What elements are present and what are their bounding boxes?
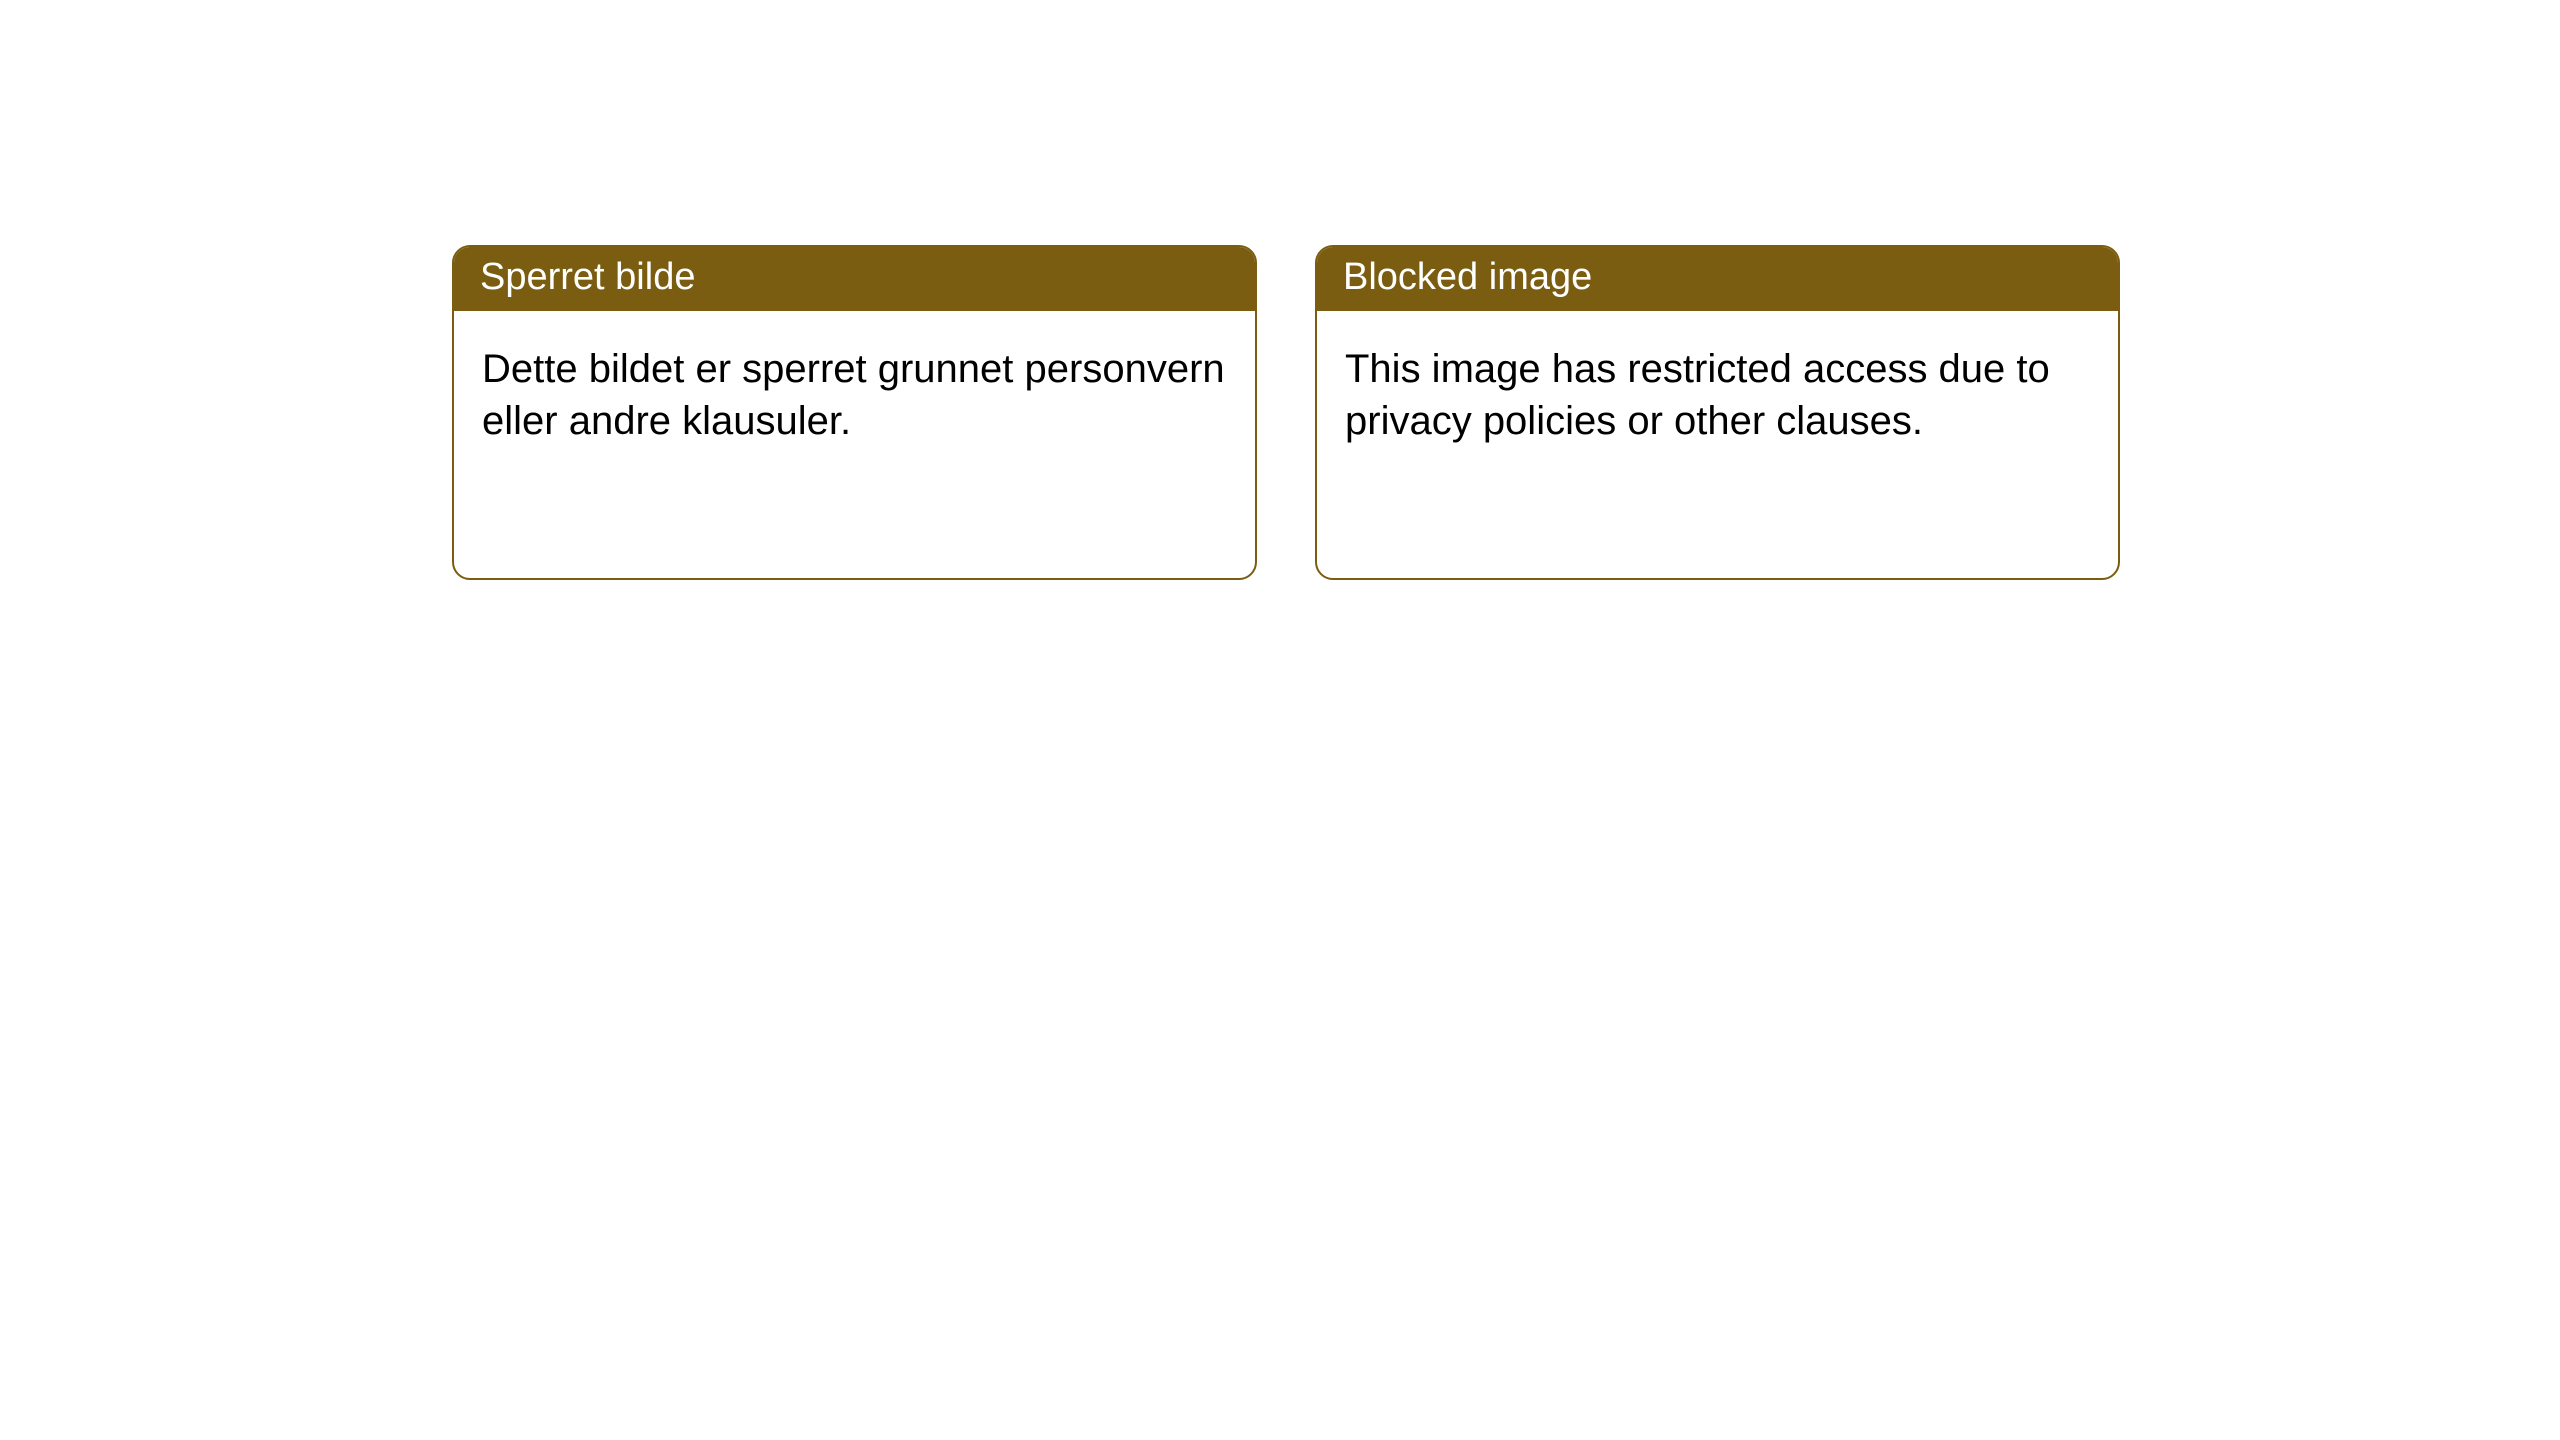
notice-body: This image has restricted access due to … <box>1317 311 2118 479</box>
notice-message: This image has restricted access due to … <box>1345 347 2050 443</box>
notice-header: Blocked image <box>1317 247 2118 311</box>
notice-title: Blocked image <box>1343 256 1592 298</box>
notice-body: Dette bildet er sperret grunnet personve… <box>454 311 1255 479</box>
notice-container: Sperret bilde Dette bildet er sperret gr… <box>0 0 2560 580</box>
notice-title: Sperret bilde <box>480 256 695 298</box>
notice-card-norwegian: Sperret bilde Dette bildet er sperret gr… <box>452 245 1257 580</box>
notice-message: Dette bildet er sperret grunnet personve… <box>482 347 1225 443</box>
notice-header: Sperret bilde <box>454 247 1255 311</box>
notice-card-english: Blocked image This image has restricted … <box>1315 245 2120 580</box>
